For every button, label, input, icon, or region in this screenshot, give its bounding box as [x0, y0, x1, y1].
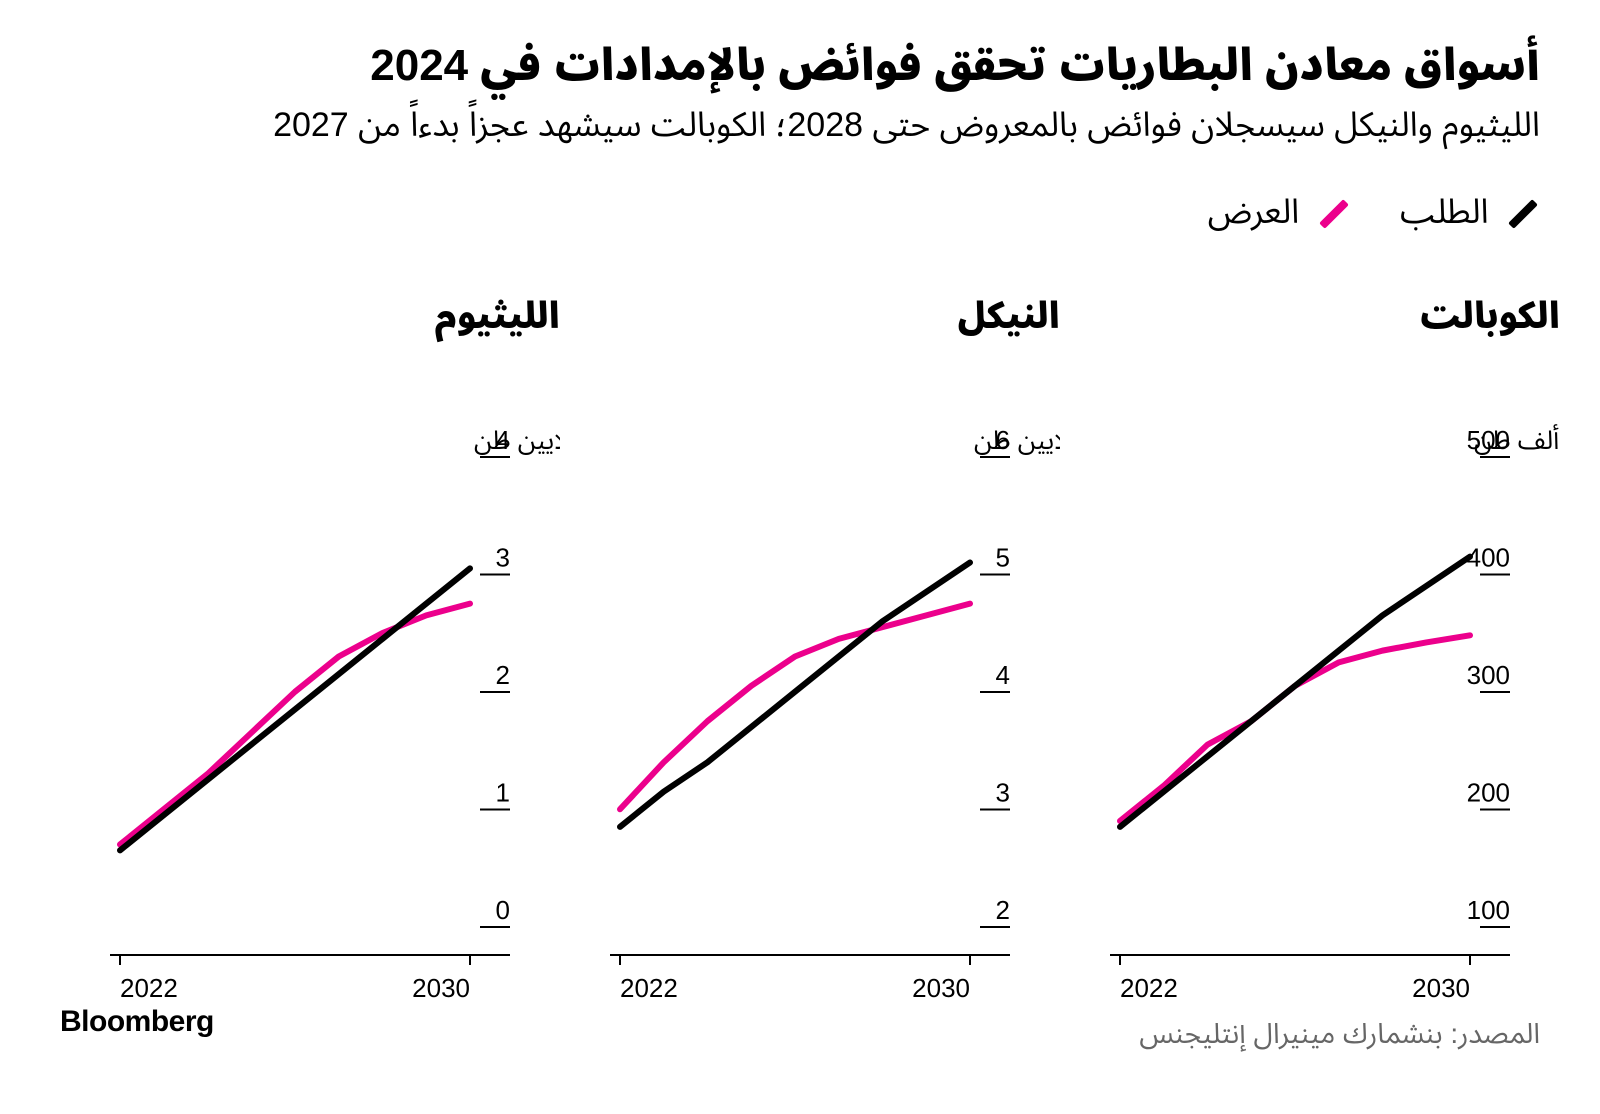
chart-svg-nickel: 23456ملايين طن20222030: [600, 375, 1060, 1015]
legend: الطلب العرض: [60, 177, 1540, 249]
svg-text:2: 2: [496, 660, 510, 690]
page-title: أسواق معادن البطاريات تحقق فوائض بالإمدا…: [60, 40, 1540, 93]
series-demand: [120, 568, 470, 850]
svg-text:2: 2: [996, 895, 1010, 925]
svg-text:3: 3: [996, 777, 1010, 807]
svg-text:2030: 2030: [1412, 973, 1470, 1003]
series-supply: [1120, 635, 1470, 821]
svg-text:400: 400: [1467, 542, 1510, 572]
svg-text:100: 100: [1467, 895, 1510, 925]
series-demand: [1120, 557, 1470, 827]
legend-item-demand: الطلب: [1391, 193, 1540, 231]
chart-nickel: النيكل 23456ملايين طن20222030: [600, 279, 1060, 999]
page-subtitle: الليثيوم والنيكل سيسجلان فوائض بالمعروض …: [60, 103, 1540, 147]
chart-title-nickel: النيكل: [600, 279, 1060, 355]
svg-text:2030: 2030: [412, 973, 470, 1003]
legend-swatch-supply: [1319, 199, 1349, 229]
brand-logo: Bloomberg: [60, 1005, 214, 1038]
svg-text:1: 1: [496, 777, 510, 807]
chart-lithium: الليثيوم 01234ملايين طن20222030: [100, 279, 560, 999]
svg-text:3: 3: [496, 542, 510, 572]
chart-cobalt: الكوبالت 100200300400500ألف طن20222030: [1100, 279, 1560, 999]
svg-text:2030: 2030: [912, 973, 970, 1003]
series-supply: [620, 604, 970, 810]
svg-text:2022: 2022: [1120, 973, 1178, 1003]
svg-text:5: 5: [996, 542, 1010, 572]
chart-svg-lithium: 01234ملايين طن20222030: [100, 375, 560, 1015]
legend-swatch-demand: [1508, 199, 1538, 229]
svg-text:ملايين طن: ملايين طن: [474, 425, 560, 455]
footer: Bloomberg المصدر: بنشمارك مينيرال إنتليج…: [60, 1005, 1540, 1064]
page-root: أسواق معادن البطاريات تحقق فوائض بالإمدا…: [0, 0, 1600, 1114]
chart-title-lithium: الليثيوم: [100, 279, 560, 355]
chart-svg-cobalt: 100200300400500ألف طن20222030: [1100, 375, 1560, 1015]
legend-label-demand: الطلب: [1400, 193, 1488, 231]
svg-text:0: 0: [496, 895, 510, 925]
svg-text:ألف طن: ألف طن: [1474, 424, 1559, 455]
series-demand: [620, 562, 970, 826]
svg-text:2022: 2022: [620, 973, 678, 1003]
svg-text:2022: 2022: [120, 973, 178, 1003]
svg-text:200: 200: [1467, 777, 1510, 807]
svg-text:ملايين طن: ملايين طن: [974, 425, 1060, 455]
legend-label-supply: العرض: [1208, 193, 1300, 231]
svg-text:4: 4: [996, 660, 1010, 690]
svg-text:300: 300: [1467, 660, 1510, 690]
legend-item-supply: العرض: [1208, 193, 1351, 231]
source-text: المصدر: بنشمارك مينيرال إنتليجنس: [1139, 1005, 1540, 1064]
charts-row: الليثيوم 01234ملايين طن20222030 النيكل 2…: [60, 279, 1540, 999]
chart-title-cobalt: الكوبالت: [1100, 279, 1560, 355]
